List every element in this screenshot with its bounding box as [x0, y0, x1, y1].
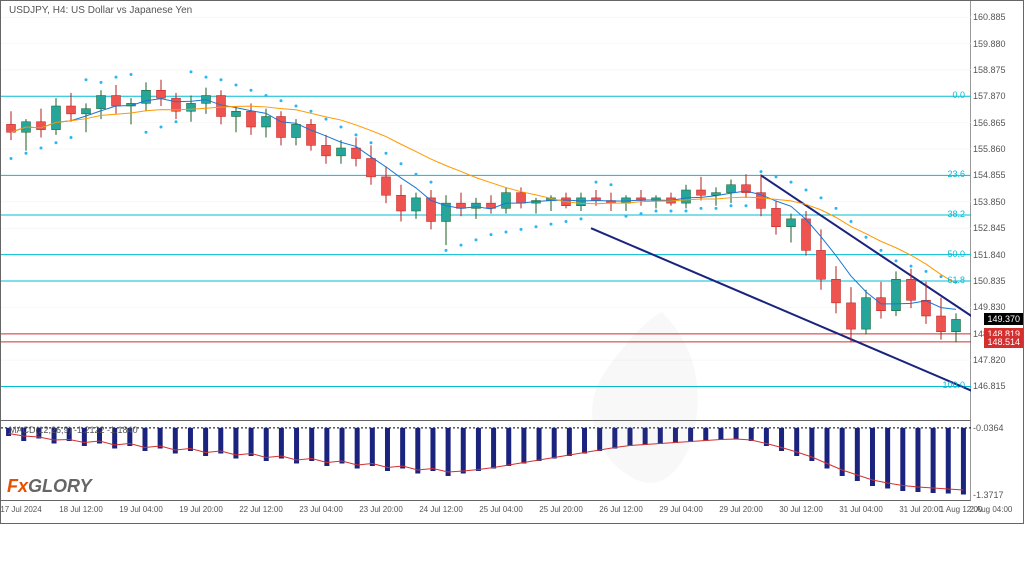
time-tick: 23 Jul 20:00 [359, 505, 403, 514]
price-axis: 160.885 159.880 158.875 157.870 156.865 155.8… [969, 1, 1023, 501]
time-tick: 2 Aug 04:00 [970, 505, 1013, 514]
time-tick: 31 Jul 20:00 [899, 505, 943, 514]
time-tick: 17 Jul 2024 [0, 505, 41, 514]
fxglory-logo: FxGLORY [7, 476, 92, 497]
time-tick: 24 Jul 12:00 [419, 505, 463, 514]
macd-title: MACD(12,26,9) -1.2122 -1.1840 [9, 425, 138, 435]
price-tick: 155.860 [973, 144, 1006, 154]
time-tick: 22 Jul 12:00 [239, 505, 283, 514]
price-tick: 150.835 [973, 276, 1006, 286]
fib-level-label: 50.0 [947, 249, 965, 259]
price-tick: 147.820 [973, 355, 1006, 365]
price-tick: 156.865 [973, 118, 1006, 128]
price-tick: 152.845 [973, 223, 1006, 233]
price-tick: 158.875 [973, 65, 1006, 75]
price-marker: 148.514 [984, 336, 1023, 348]
price-tick: 149.830 [973, 302, 1006, 312]
time-tick: 23 Jul 04:00 [299, 505, 343, 514]
logo-x: x [18, 476, 28, 496]
main-price-chart[interactable] [1, 1, 971, 421]
time-tick: 19 Jul 20:00 [179, 505, 223, 514]
fib-level-label: 38.2 [947, 209, 965, 219]
price-tick: 157.870 [973, 91, 1006, 101]
time-axis: 17 Jul 2024 18 Jul 12:00 19 Jul 04:00 19 Ju… [1, 499, 971, 523]
macd-tick: -1.3717 [973, 490, 1004, 500]
time-tick: 31 Jul 04:00 [839, 505, 883, 514]
logo-suffix: GLORY [28, 476, 92, 496]
time-tick: 18 Jul 12:00 [59, 505, 103, 514]
price-tick: 151.840 [973, 250, 1006, 260]
macd-indicator-chart[interactable] [1, 421, 971, 501]
macd-chart-svg [1, 421, 971, 501]
fib-level-label: 100.0 [942, 380, 965, 390]
price-tick: 154.855 [973, 170, 1006, 180]
logo-prefix: F [7, 476, 18, 496]
main-chart-svg [1, 1, 971, 421]
macd-tick: -0.0364 [973, 423, 1004, 433]
fib-level-label: 0.0 [952, 90, 965, 100]
price-tick: 160.885 [973, 12, 1006, 22]
fib-level-label: 61.8 [947, 275, 965, 285]
price-tick: 159.880 [973, 39, 1006, 49]
chart-container: USDJPY, H4: US Dollar vs Japanese Yen MA… [0, 0, 1024, 524]
chart-title: USDJPY, H4: US Dollar vs Japanese Yen [9, 5, 192, 16]
price-marker: 149.370 [984, 313, 1023, 325]
price-tick: 153.850 [973, 197, 1006, 207]
price-tick: 146.815 [973, 381, 1006, 391]
time-tick: 19 Jul 04:00 [119, 505, 163, 514]
fib-level-label: 23.6 [947, 169, 965, 179]
